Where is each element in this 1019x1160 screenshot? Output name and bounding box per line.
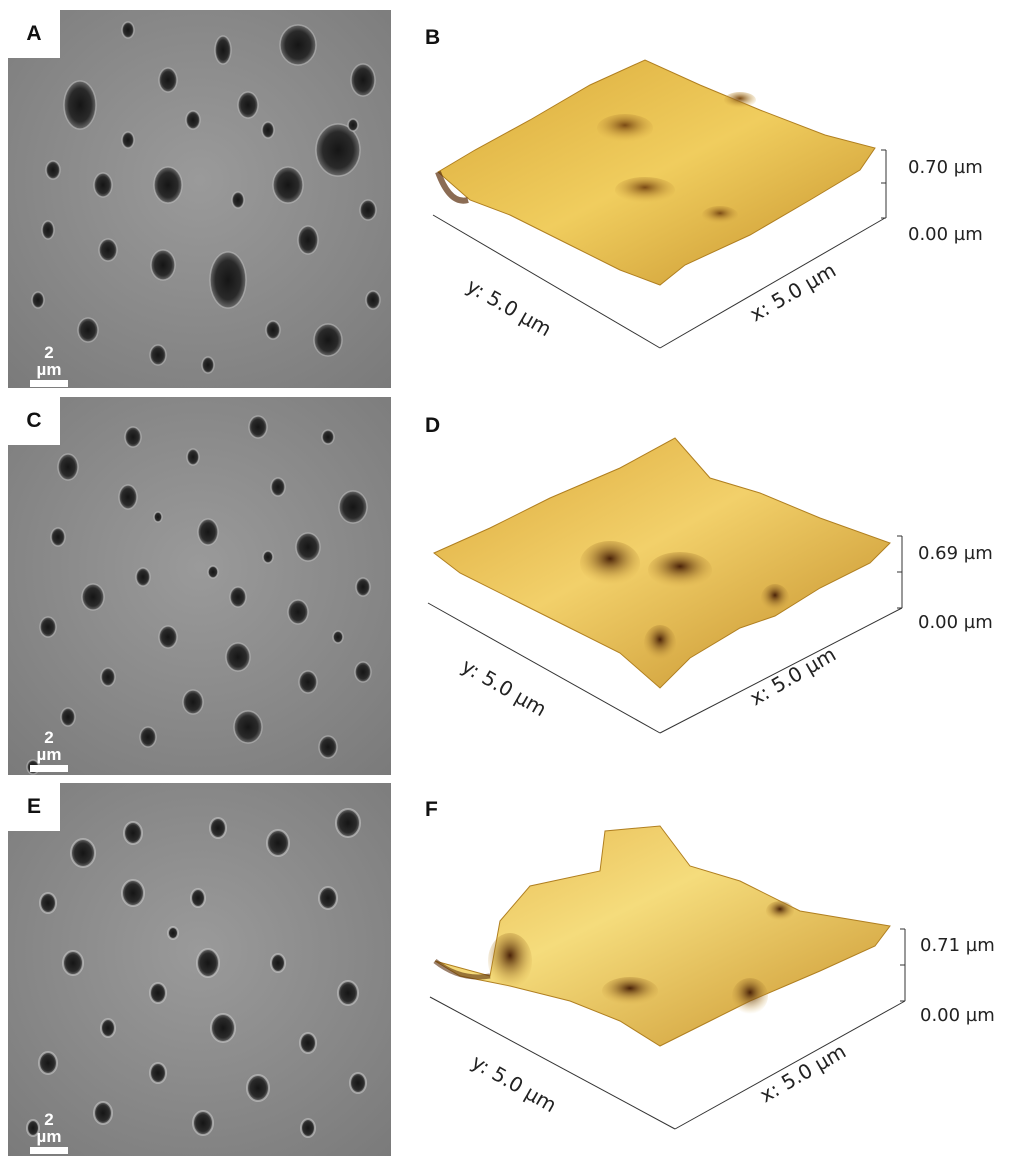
afm-topography-f: 0.71 µm 0.00 µm y: 5.0 µm x: 5.0 µm bbox=[420, 771, 1019, 1156]
z-max-label: 0.69 µm bbox=[918, 543, 993, 564]
panel-letter: C bbox=[8, 397, 60, 445]
scale-bar-line bbox=[30, 765, 68, 772]
x-axis-label: x: 5.0 µm bbox=[756, 1039, 851, 1107]
scale-bar-label: 2 µm bbox=[36, 728, 62, 764]
afm-3d-surface: 0.71 µm 0.00 µm y: 5.0 µm x: 5.0 µm bbox=[429, 825, 995, 1130]
z-min-label: 0.00 µm bbox=[920, 1005, 995, 1026]
scale-bar: 2 µm bbox=[30, 1111, 68, 1154]
afm-surface bbox=[434, 825, 891, 1047]
afm-topography-b: 0.70 µm 0.00 µm y: 5.0 µm x: 5.0 µm bbox=[420, 0, 1019, 385]
sem-image-e: E 2 µm bbox=[8, 783, 391, 1156]
scale-bar-label: 2 µm bbox=[36, 343, 62, 379]
z-max-label: 0.71 µm bbox=[920, 935, 995, 956]
afm-3d-surface: 0.69 µm 0.00 µm y: 5.0 µm x: 5.0 µm bbox=[427, 437, 993, 734]
scale-bar-line bbox=[30, 380, 68, 387]
panel-letter: B bbox=[425, 26, 441, 49]
y-axis-label: y: 5.0 µm bbox=[463, 274, 556, 342]
sem-image-c: C 2 µm bbox=[8, 397, 391, 775]
x-axis-label: x: 5.0 µm bbox=[746, 258, 841, 326]
sem-micrograph bbox=[8, 397, 391, 775]
afm-3d-surface: 0.70 µm 0.00 µm y: 5.0 µm x: 5.0 µm bbox=[432, 59, 983, 349]
panel-letter: E bbox=[8, 783, 60, 831]
panel-letter: D bbox=[425, 414, 441, 437]
sem-image-a: A 2 µm bbox=[8, 10, 391, 388]
scale-bar: 2 µm bbox=[30, 344, 68, 387]
scale-bar-line bbox=[30, 1147, 68, 1154]
z-min-label: 0.00 µm bbox=[908, 224, 983, 245]
z-max-label: 0.70 µm bbox=[908, 157, 983, 178]
afm-surface bbox=[437, 59, 876, 286]
z-min-label: 0.00 µm bbox=[918, 612, 993, 633]
panel-letter: A bbox=[8, 10, 60, 58]
sem-micrograph bbox=[8, 10, 391, 388]
afm-topography-d: 0.69 µm 0.00 µm y: 5.0 µm x: 5.0 µm bbox=[420, 388, 1019, 773]
x-axis-label: x: 5.0 µm bbox=[746, 642, 841, 710]
scale-bar: 2 µm bbox=[30, 729, 68, 772]
sem-micrograph bbox=[8, 783, 391, 1156]
scale-bar-label: 2 µm bbox=[36, 1110, 62, 1146]
panel-letter: F bbox=[425, 798, 438, 821]
